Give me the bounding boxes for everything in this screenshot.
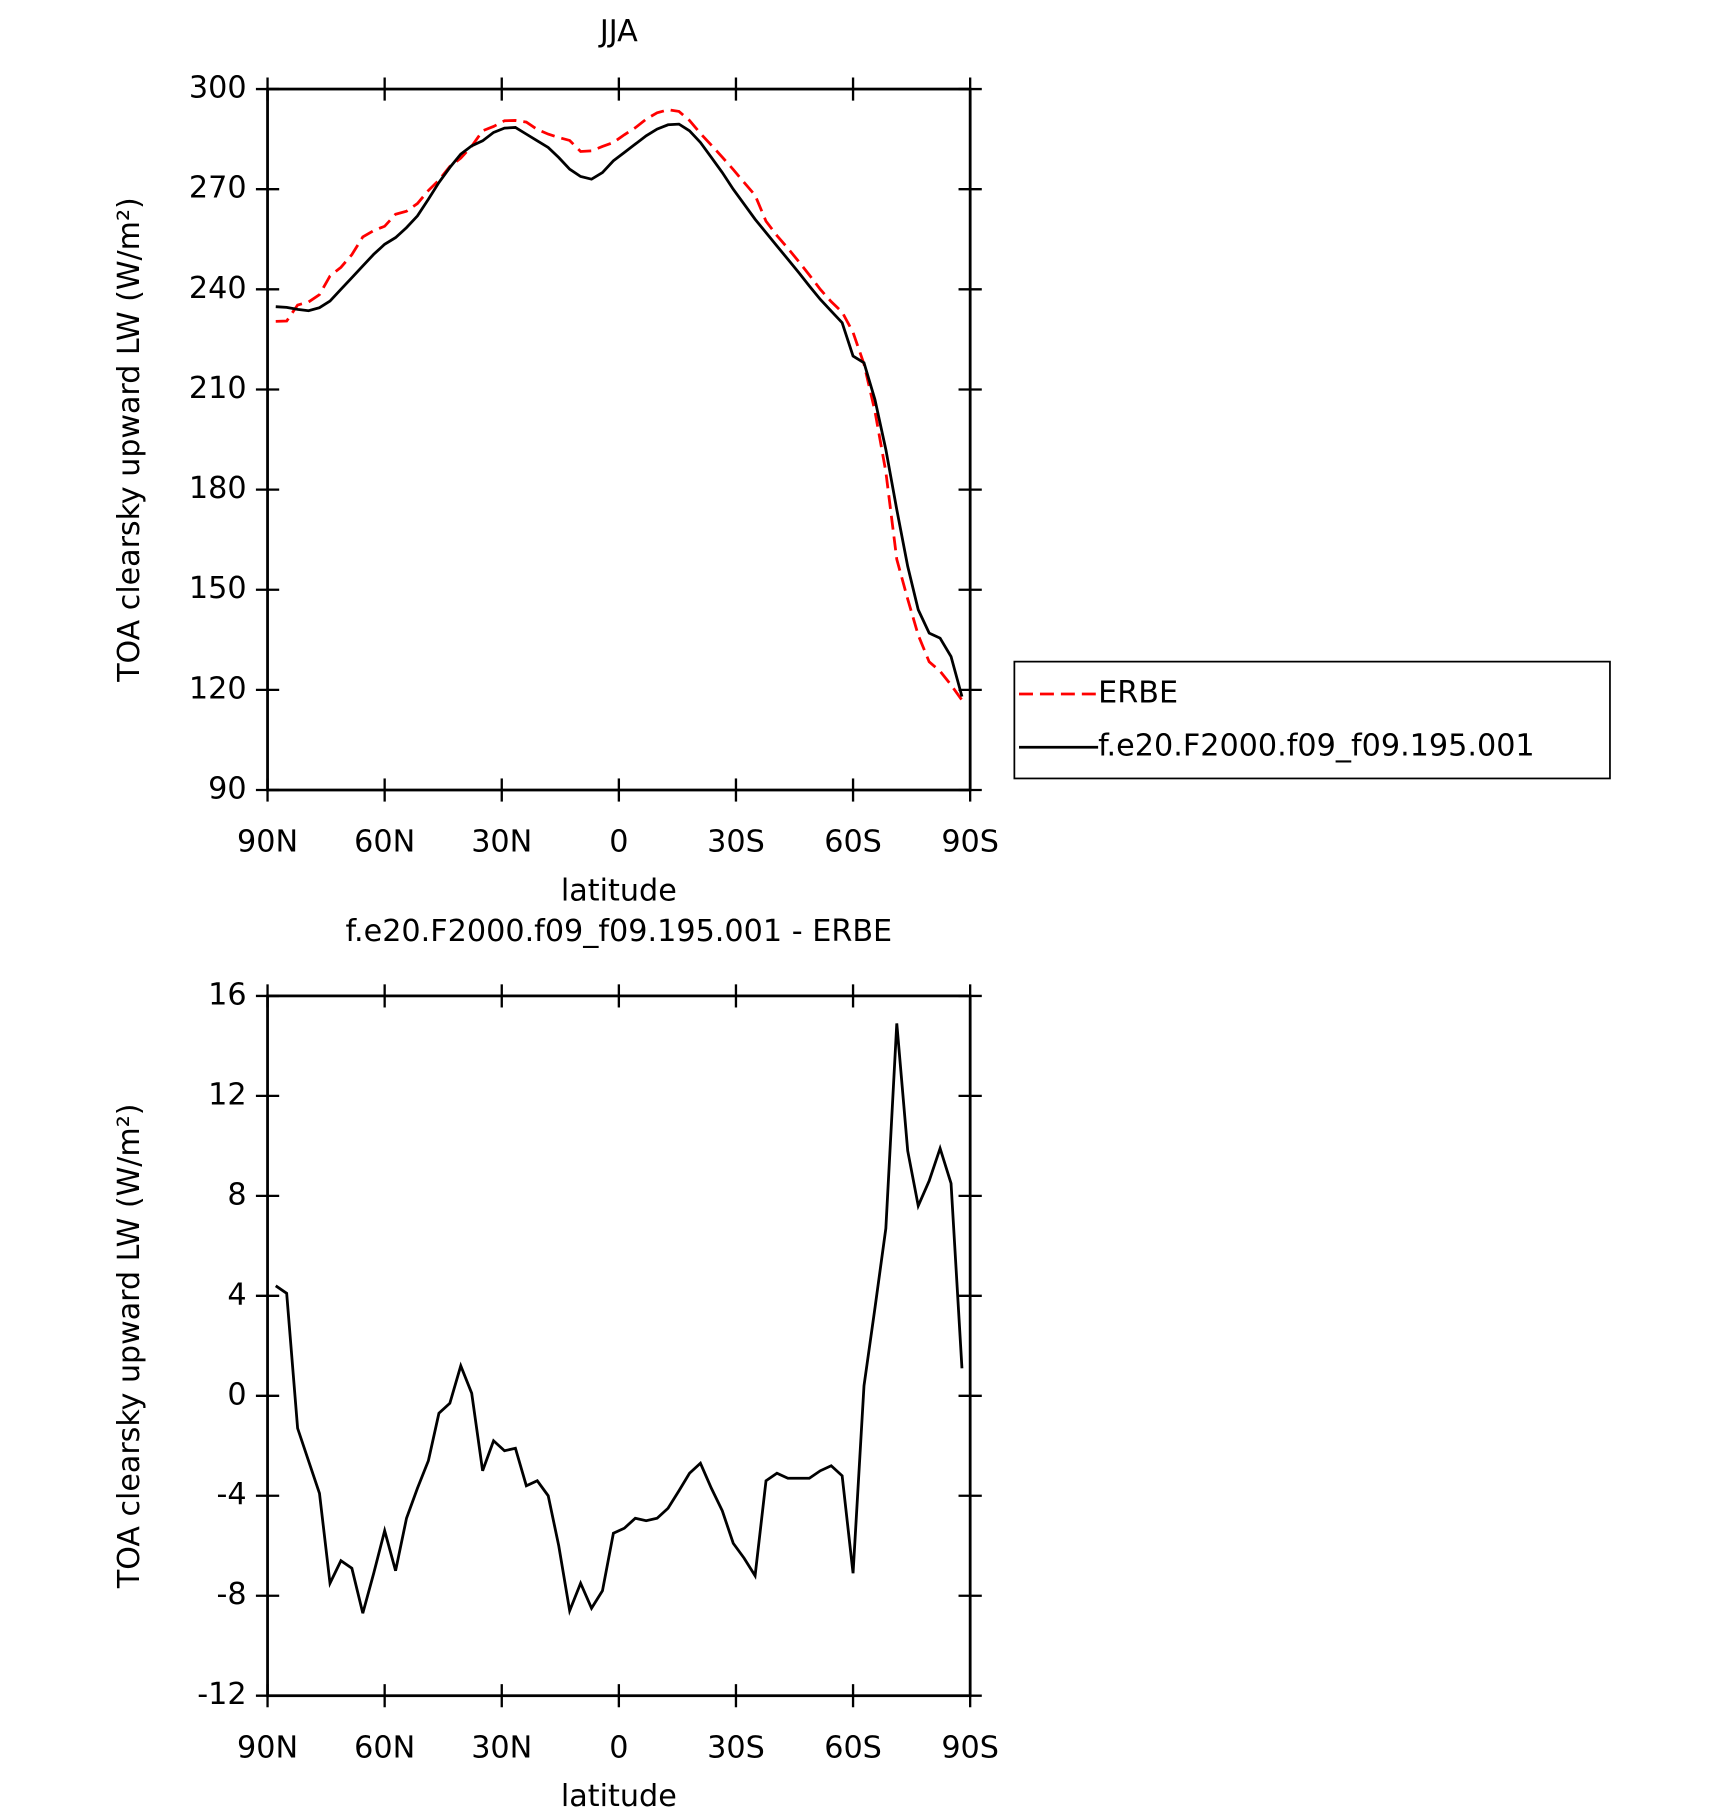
x-axis-label: latitude — [561, 1779, 677, 1814]
x-tick-label: 0 — [609, 1730, 628, 1765]
x-tick-label: 30N — [471, 1730, 532, 1765]
x-tick-label: 60S — [824, 1730, 882, 1765]
x-tick-label: 60S — [824, 825, 882, 860]
plot-frame — [266, 994, 972, 1698]
x-axis-label: latitude — [561, 873, 677, 908]
y-tick-label: 90 — [208, 772, 246, 807]
data-line — [275, 108, 964, 702]
y-tick-label: 240 — [189, 271, 247, 306]
chart-title: JJA — [598, 14, 638, 49]
y-tick-label: -12 — [197, 1677, 246, 1712]
y-tick-label: 300 — [189, 71, 247, 106]
plot-frame — [266, 87, 972, 792]
y-tick-label: 120 — [189, 671, 247, 706]
x-tick-label: 30S — [707, 1730, 765, 1765]
x-tick-label: 60N — [354, 825, 415, 860]
y-tick-label: 0 — [227, 1377, 246, 1412]
legend-box — [1013, 660, 1611, 780]
y-tick-label: 8 — [227, 1177, 246, 1212]
legend-label: f.e20.F2000.f09_f09.195.001 — [1098, 729, 1535, 764]
x-tick-label: 60N — [354, 1730, 415, 1765]
y-tick-label: 210 — [189, 371, 247, 406]
x-tick-label: 30S — [707, 825, 765, 860]
y-tick-label: 150 — [189, 571, 247, 606]
y-tick-label: 16 — [208, 977, 246, 1012]
y-tick-label: 4 — [227, 1277, 246, 1312]
legend-label: ERBE — [1098, 676, 1178, 711]
y-tick-label: -4 — [216, 1477, 246, 1512]
x-tick-label: 90N — [237, 1730, 298, 1765]
y-tick-label: -8 — [216, 1577, 246, 1612]
y-tick-label: 180 — [189, 471, 247, 506]
y-axis-label: TOA clearsky upward LW (W/m²) — [112, 1104, 147, 1590]
chart-title: f.e20.F2000.f09_f09.195.001 - ERBE — [346, 914, 893, 949]
data-line — [275, 122, 964, 697]
x-tick-label: 90N — [237, 825, 298, 860]
y-axis-label: TOA clearsky upward LW (W/m²) — [112, 197, 147, 683]
x-tick-label: 0 — [609, 825, 628, 860]
data-line — [274, 1023, 964, 1616]
x-tick-label: 90S — [941, 1730, 999, 1765]
x-tick-label: 30N — [471, 825, 532, 860]
y-tick-label: 12 — [208, 1077, 246, 1112]
x-tick-label: 90S — [941, 825, 999, 860]
y-tick-label: 270 — [189, 171, 247, 206]
